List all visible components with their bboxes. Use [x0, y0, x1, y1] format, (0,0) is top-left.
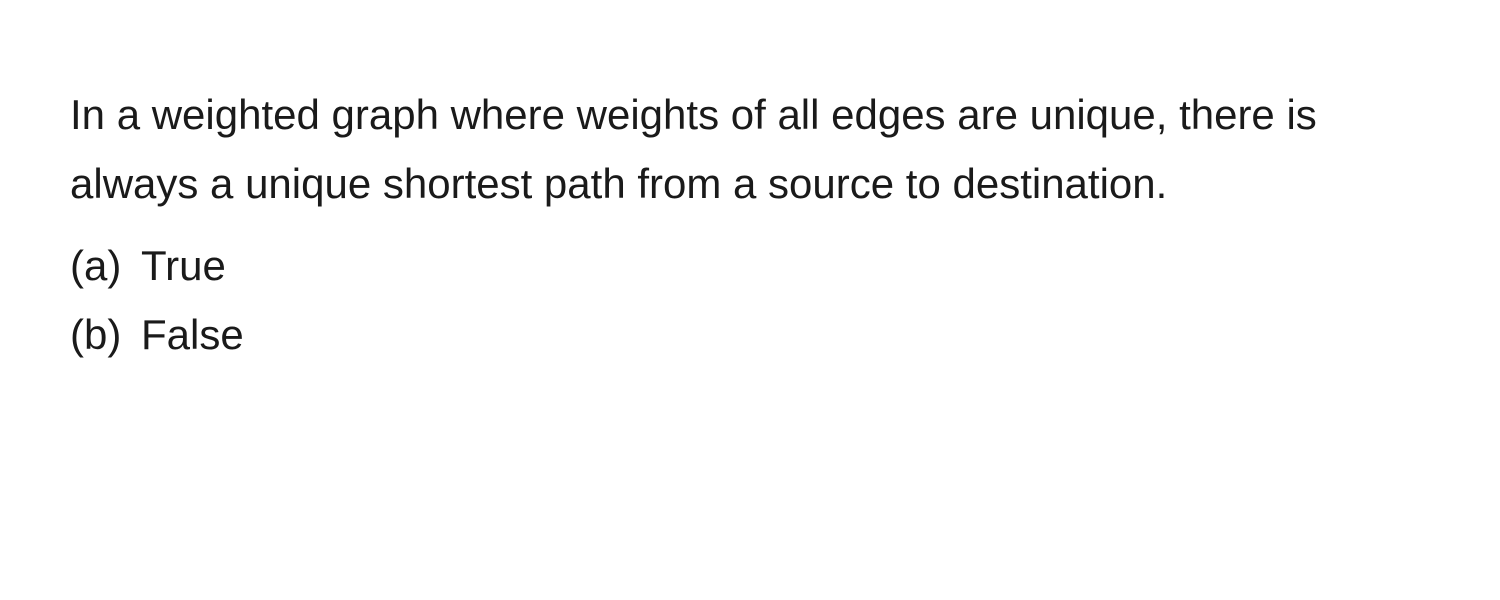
option-b-label: (b): [70, 311, 121, 358]
option-a-text: True: [141, 242, 226, 289]
option-a-label: (a): [70, 242, 121, 289]
option-b: (b) False: [70, 300, 1430, 369]
question-text: In a weighted graph where weights of all…: [70, 80, 1430, 219]
option-a: (a) True: [70, 231, 1430, 300]
option-b-text: False: [141, 311, 244, 358]
question-container: In a weighted graph where weights of all…: [70, 80, 1430, 369]
